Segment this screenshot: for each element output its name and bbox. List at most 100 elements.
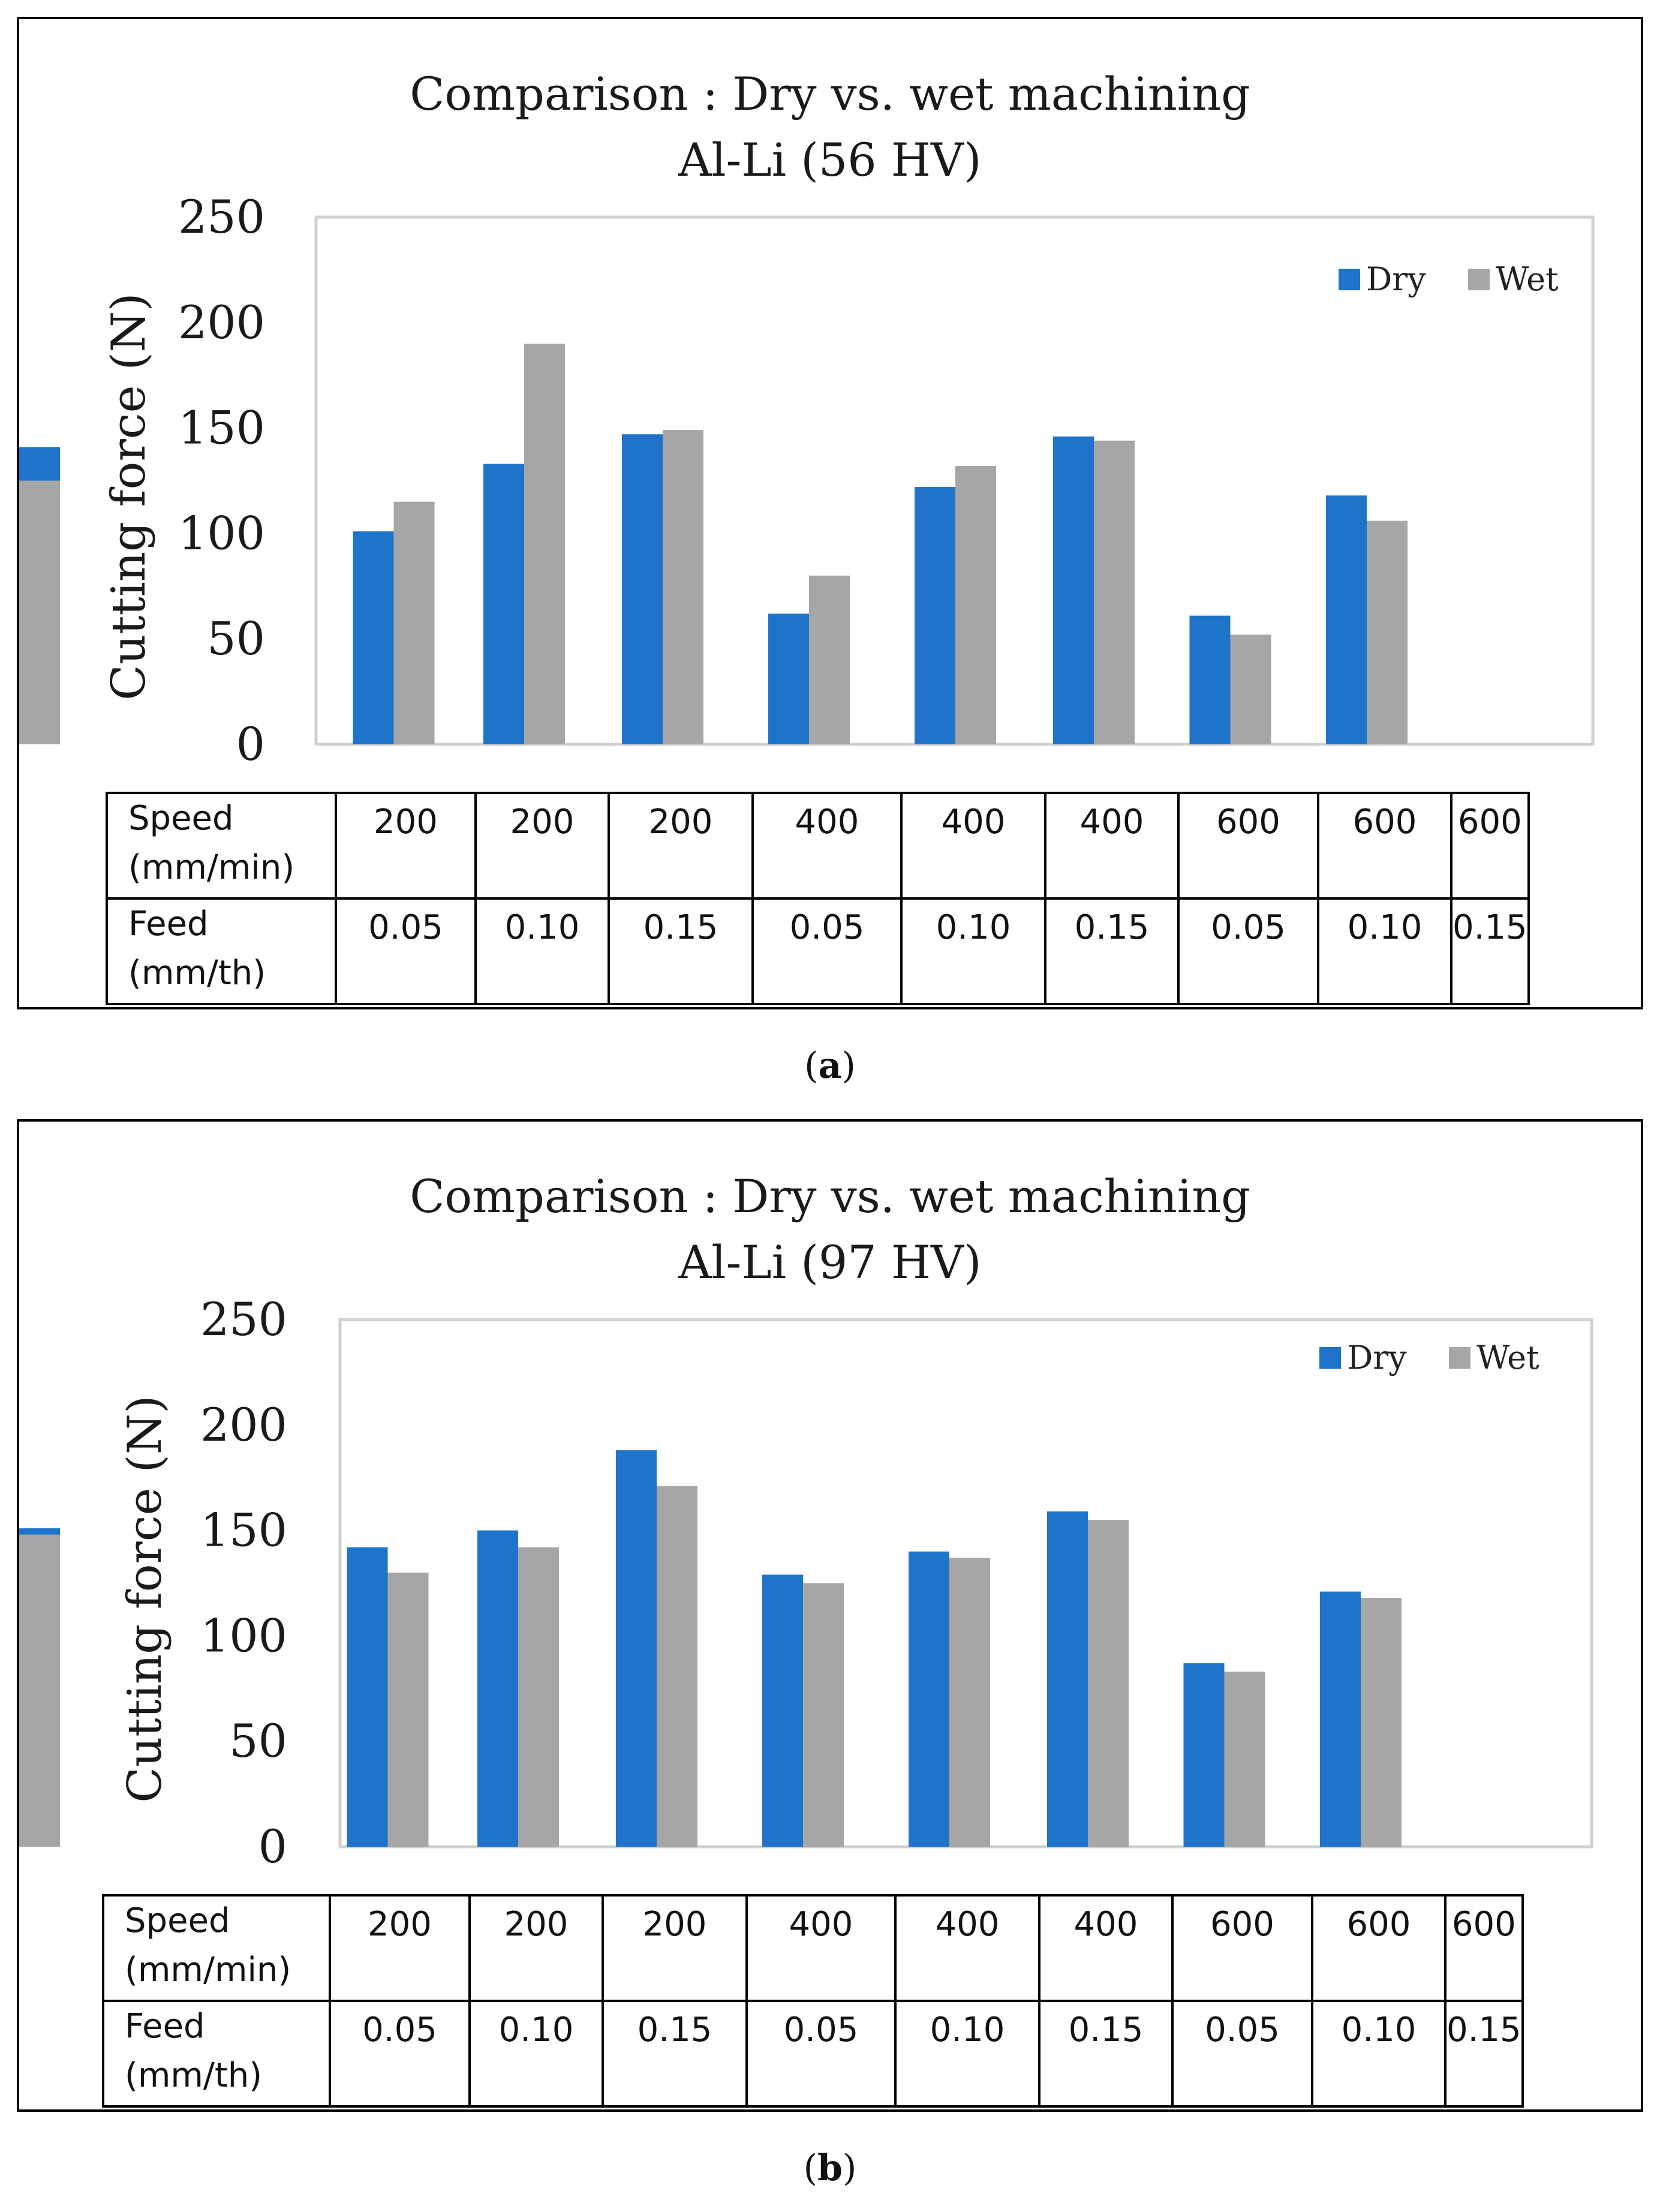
feed-cell: 0.15 (1444, 2000, 1524, 2108)
bar-dry-1 (347, 1547, 388, 1847)
speed-row-header: Speed (mm/min) (106, 792, 337, 900)
bar-dry-8 (1326, 495, 1367, 744)
speed-cell: 400 (1038, 1894, 1174, 2002)
feed-cell: 0.15 (608, 897, 754, 1005)
bar-chart-a: 0 50 100 150 200 250 Dry Wet (19, 190, 1595, 771)
legend-swatch-wet (1468, 269, 1490, 290)
feed-cell: 0.05 (335, 897, 477, 1005)
parameter-table-b: Speed (mm/min) 200 200 200 400 400 400 600 600 600… (102, 1894, 1524, 2108)
bar-wet-5 (949, 1558, 990, 1847)
legend-label-wet: Wet (1476, 1339, 1539, 1377)
bar-dry-4 (762, 1574, 803, 1847)
y-tick-label: 150 (178, 401, 265, 455)
feed-cell: 0.15 (1044, 897, 1180, 1005)
table-row-speed: Speed (mm/min) 200 200 200 400 400 400 600 600 600 (106, 792, 1530, 900)
bar-wet-6 (1094, 440, 1135, 744)
y-tick-label: 250 (178, 190, 265, 244)
speed-cell: 600 (1450, 792, 1530, 900)
speed-cell: 200 (335, 792, 477, 900)
y-tick-label: 150 (200, 1504, 287, 1557)
feed-cell: 0.10 (1317, 897, 1452, 1005)
feed-cell: 0.15 (1450, 897, 1530, 1005)
bar-wet-3 (663, 430, 703, 744)
bar-dry-4 (768, 614, 809, 744)
legend-swatch-wet (1449, 1347, 1470, 1369)
bar-wet-1 (387, 1572, 429, 1847)
speed-cell: 600 (1171, 1894, 1313, 2002)
feed-cell: 0.10 (468, 2000, 604, 2108)
bar-wet-2 (518, 1547, 559, 1847)
legend-label-wet: Wet (1496, 260, 1559, 298)
bar-dry-6 (1047, 1511, 1088, 1847)
bar-wet-7 (1230, 635, 1271, 744)
bar-wet-4 (803, 1583, 844, 1847)
bar-dry-5 (909, 1551, 949, 1847)
bar-wet-9 (19, 1534, 60, 1847)
bar-dry-2 (477, 1530, 518, 1847)
y-tick-label: 50 (207, 612, 265, 665)
y-tick-label: 250 (200, 1293, 287, 1346)
feed-cell: 0.10 (474, 897, 610, 1005)
bar-wet-5 (955, 465, 996, 744)
parameter-table-a: Speed (mm/min) 200 200 200 400 400 400 600 600 600… (106, 792, 1530, 1005)
bar-wet-8 (1361, 1598, 1402, 1847)
feed-cell: 0.10 (1311, 2000, 1447, 2108)
feed-cell: 0.15 (1038, 2000, 1174, 2108)
chart-subtitle: Al-Li (56 HV) (678, 133, 982, 187)
bar-dry-3 (616, 1450, 657, 1847)
bar-dry-5 (915, 487, 955, 744)
speed-cell: 400 (745, 1894, 897, 2002)
legend-label-dry: Dry (1366, 260, 1426, 298)
speed-cell: 400 (1044, 792, 1180, 900)
bar-dry-2 (483, 464, 524, 744)
feed-cell: 0.10 (900, 897, 1046, 1005)
bar-dry-8 (1320, 1591, 1361, 1847)
bar-wet-8 (1367, 521, 1408, 744)
caption-a: (a) (804, 1045, 856, 1087)
bar-dry-1 (353, 531, 394, 744)
bar-wet-7 (1224, 1672, 1265, 1847)
bar-wet-3 (657, 1486, 697, 1847)
y-tick-label: 200 (200, 1398, 287, 1451)
speed-row-header: Speed (mm/min) (102, 1894, 331, 2002)
feed-cell: 0.05 (751, 897, 903, 1005)
bar-dry-7 (1189, 615, 1231, 744)
chart-subtitle: Al-Li (97 HV) (678, 1236, 982, 1289)
y-tick-label: 0 (236, 717, 265, 771)
bar-wet-6 (1088, 1520, 1129, 1847)
feed-cell: 0.10 (894, 2000, 1040, 2108)
chart-panel-a: Comparison : Dry vs. wet machining Al-Li… (17, 17, 1643, 1009)
speed-cell: 600 (1311, 1894, 1447, 2002)
feed-row-header: Feed (mm/th) (102, 2000, 331, 2108)
bar-wet-9 (19, 480, 60, 744)
feed-cell: 0.05 (745, 2000, 897, 2108)
legend-label-dry: Dry (1347, 1339, 1407, 1377)
bar-dry-6 (1053, 436, 1094, 744)
speed-cell: 400 (751, 792, 903, 900)
feed-cell: 0.15 (602, 2000, 748, 2108)
speed-cell: 600 (1177, 792, 1319, 900)
speed-cell: 200 (474, 792, 610, 900)
y-tick-label: 50 (229, 1714, 287, 1768)
feed-cell: 0.05 (1177, 897, 1319, 1005)
chart-panel-b: Comparison : Dry vs. wet machining Al-Li… (17, 1119, 1643, 2112)
bar-wet-4 (809, 575, 850, 744)
y-tick-label: 0 (258, 1820, 287, 1873)
speed-cell: 400 (900, 792, 1046, 900)
feed-row-header: Feed (mm/th) (106, 897, 337, 1005)
speed-cell: 200 (468, 1894, 604, 2002)
speed-cell: 200 (329, 1894, 471, 2002)
bar-wet-2 (524, 343, 565, 744)
legend-swatch-dry (1339, 269, 1360, 290)
bar-dry-7 (1183, 1663, 1225, 1847)
speed-cell: 600 (1444, 1894, 1524, 2002)
caption-b: (b) (803, 2147, 857, 2189)
feed-cell: 0.05 (1171, 2000, 1313, 2108)
table-row-feed: Feed (mm/th) 0.05 0.10 0.15 0.05 0.10 0.15 0.05 0… (102, 2000, 1524, 2108)
speed-cell: 600 (1317, 792, 1452, 900)
bar-dry-3 (622, 434, 663, 744)
table-row-speed: Speed (mm/min) 200 200 200 400 400 400 600 600 600 (102, 1894, 1524, 2002)
y-tick-label: 200 (178, 296, 265, 349)
legend-swatch-dry (1319, 1347, 1341, 1369)
chart-title: Comparison : Dry vs. wet machining (410, 1170, 1250, 1223)
